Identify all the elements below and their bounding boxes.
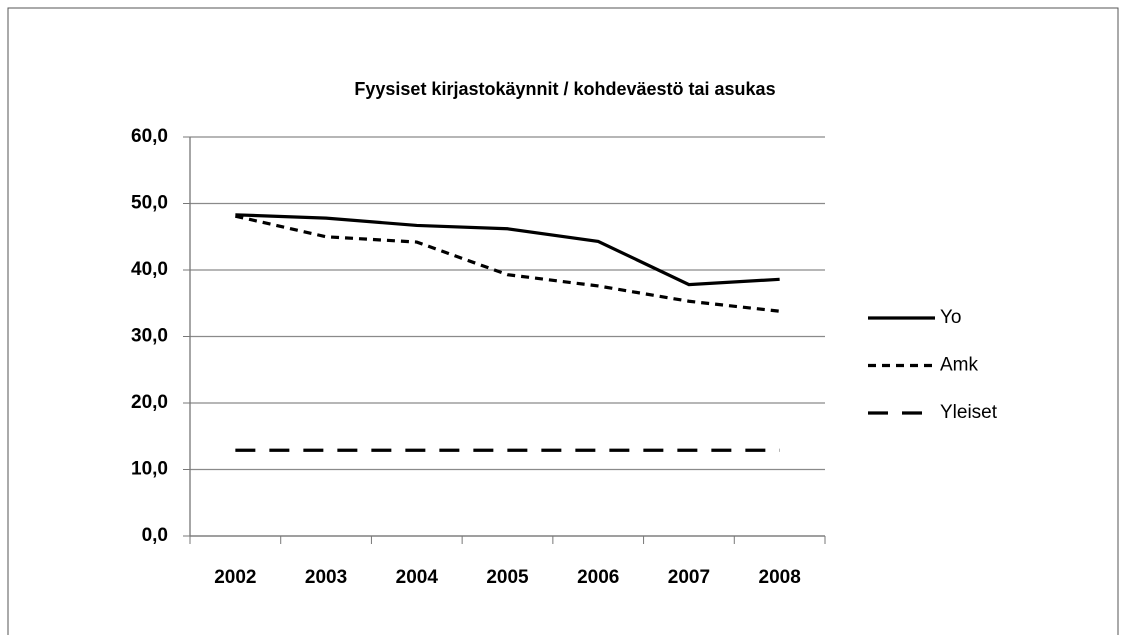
x-tick-label: 2004 — [396, 567, 439, 588]
y-tick-label: 0,0 — [142, 525, 168, 546]
x-tick-label: 2006 — [577, 567, 619, 588]
legend-label: Amk — [940, 355, 979, 376]
line-series — [235, 214, 780, 313]
y-tick-label: 30,0 — [131, 326, 168, 347]
chart-border — [7, 7, 1119, 635]
x-tick-label: 2008 — [759, 567, 801, 588]
legend-label: Yo — [940, 307, 962, 328]
x-tick-label: 2002 — [214, 567, 256, 588]
x-tick-label: 2005 — [486, 567, 529, 588]
y-tick-label: 40,0 — [131, 259, 168, 280]
x-tick-label: 2007 — [668, 567, 710, 588]
y-tick-label: 10,0 — [131, 459, 168, 480]
y-tick-label: 20,0 — [131, 392, 168, 413]
chart-title: Fyysiset kirjastokäynnit / kohdeväestö t… — [354, 79, 775, 99]
line-series — [235, 213, 780, 287]
x-tick-label: 2003 — [305, 567, 347, 588]
y-tick-label: 50,0 — [131, 193, 168, 214]
y-tick-label: 60,0 — [131, 126, 168, 147]
legend-label: Yleiset — [940, 402, 998, 423]
